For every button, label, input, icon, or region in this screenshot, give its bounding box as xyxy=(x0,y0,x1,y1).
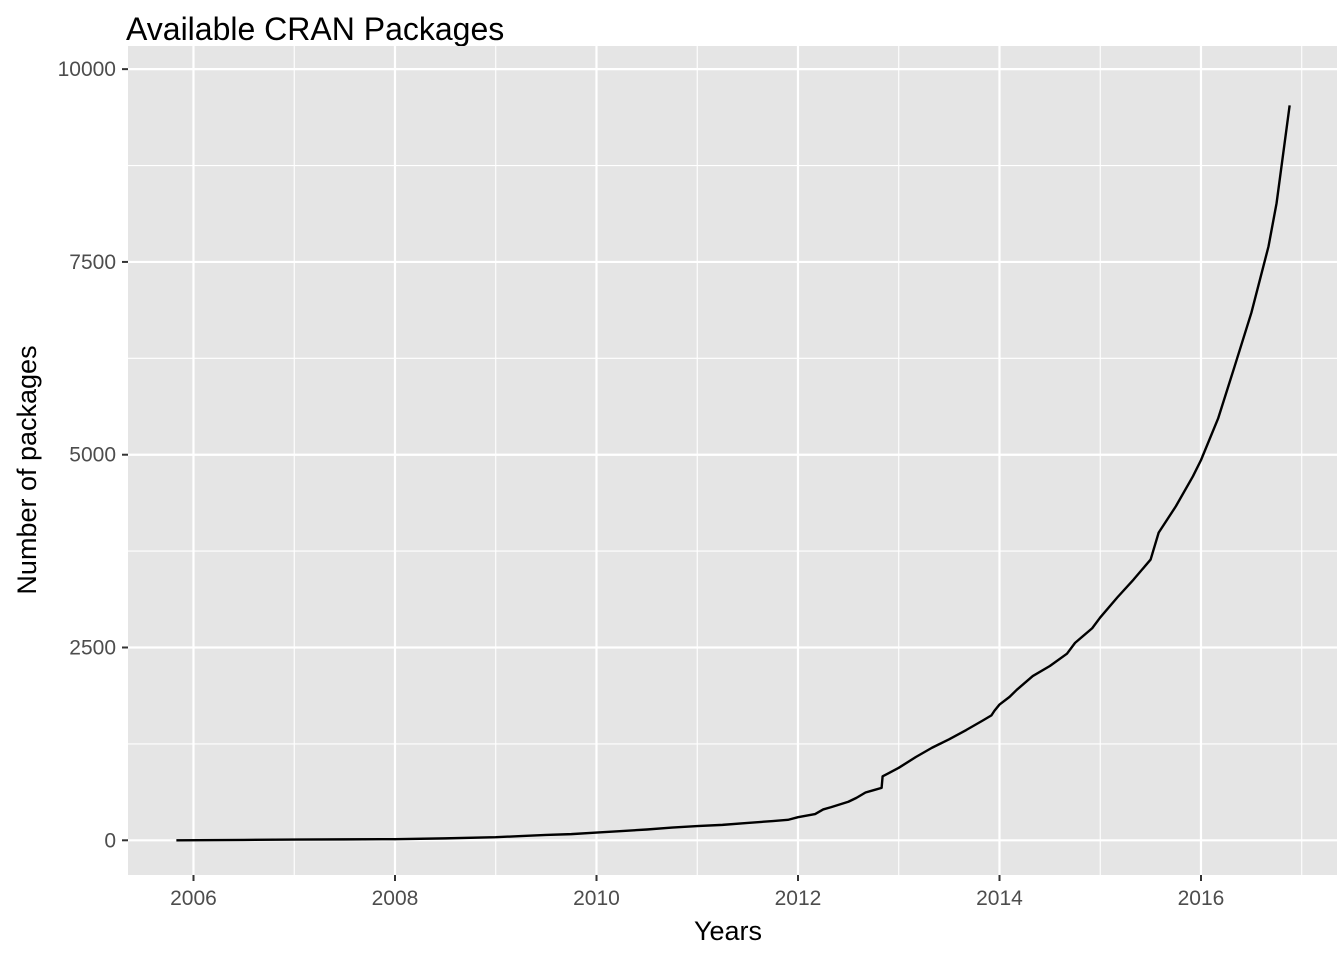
y-axis: 0 2500 5000 7500 10000 xyxy=(58,58,128,852)
y-tick-label-2: 5000 xyxy=(69,444,116,467)
x-tick-label-2: 2010 xyxy=(573,887,620,910)
x-tick-label-5: 2016 xyxy=(1178,887,1225,910)
x-axis: 2006 2008 2010 2012 2014 2016 xyxy=(170,875,1224,910)
series-line xyxy=(176,105,1291,842)
y-axis-title: Number of packages xyxy=(12,345,42,594)
y-tick-label-0: 0 xyxy=(104,829,116,852)
chart-title: Available CRAN Packages xyxy=(126,11,504,47)
grid-minor xyxy=(128,46,1337,875)
x-axis-title: Years xyxy=(694,916,762,946)
y-tick-label-4: 10000 xyxy=(58,58,116,81)
grid-major xyxy=(128,46,1337,875)
x-tick-label-1: 2008 xyxy=(372,887,419,910)
x-tick-label-0: 2006 xyxy=(170,887,217,910)
y-tick-label-1: 2500 xyxy=(69,637,116,660)
x-tick-label-4: 2014 xyxy=(976,887,1023,910)
y-tick-label-3: 7500 xyxy=(69,251,116,274)
plot-panel xyxy=(128,46,1337,875)
x-tick-label-3: 2012 xyxy=(775,887,822,910)
